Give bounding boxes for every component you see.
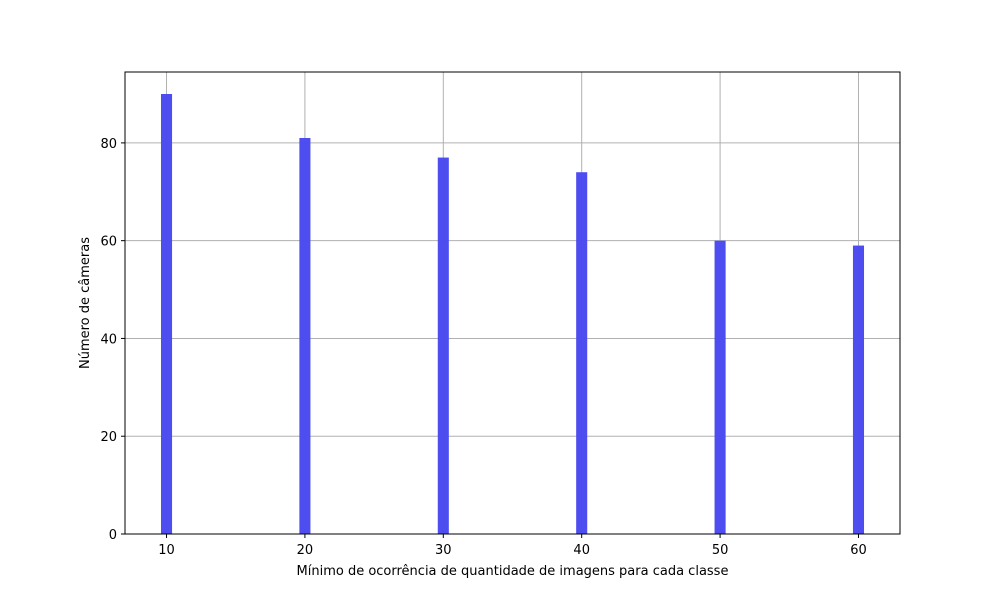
y-tick-label: 80: [100, 137, 117, 152]
x-tick-label: 50: [712, 543, 729, 558]
x-tick-label: 40: [573, 543, 590, 558]
plot-area-frame: [124, 71, 901, 535]
y-tick-label: 60: [100, 235, 117, 250]
y-tick-label: 20: [100, 430, 117, 445]
bar: [576, 172, 588, 534]
x-tick-label: 60: [850, 543, 867, 558]
bar: [160, 94, 173, 534]
bar: [299, 138, 311, 534]
bar: [852, 245, 865, 535]
bars: [160, 94, 865, 535]
bar: [437, 157, 449, 535]
x-tick-label: 10: [158, 543, 175, 558]
x-axis-label: Mínimo de ocorrência de quantidade de im…: [297, 564, 729, 579]
bar: [714, 240, 726, 534]
x-tick-label: 30: [435, 543, 452, 558]
x-tick-label: 20: [297, 543, 314, 558]
y-tick-label: 40: [100, 332, 117, 347]
y-tick-label: 0: [109, 528, 117, 543]
y-axis-label: Número de câmeras: [78, 237, 93, 369]
ticks: 10 20 30 40 50 60 0 20 40 60 80: [100, 137, 866, 558]
